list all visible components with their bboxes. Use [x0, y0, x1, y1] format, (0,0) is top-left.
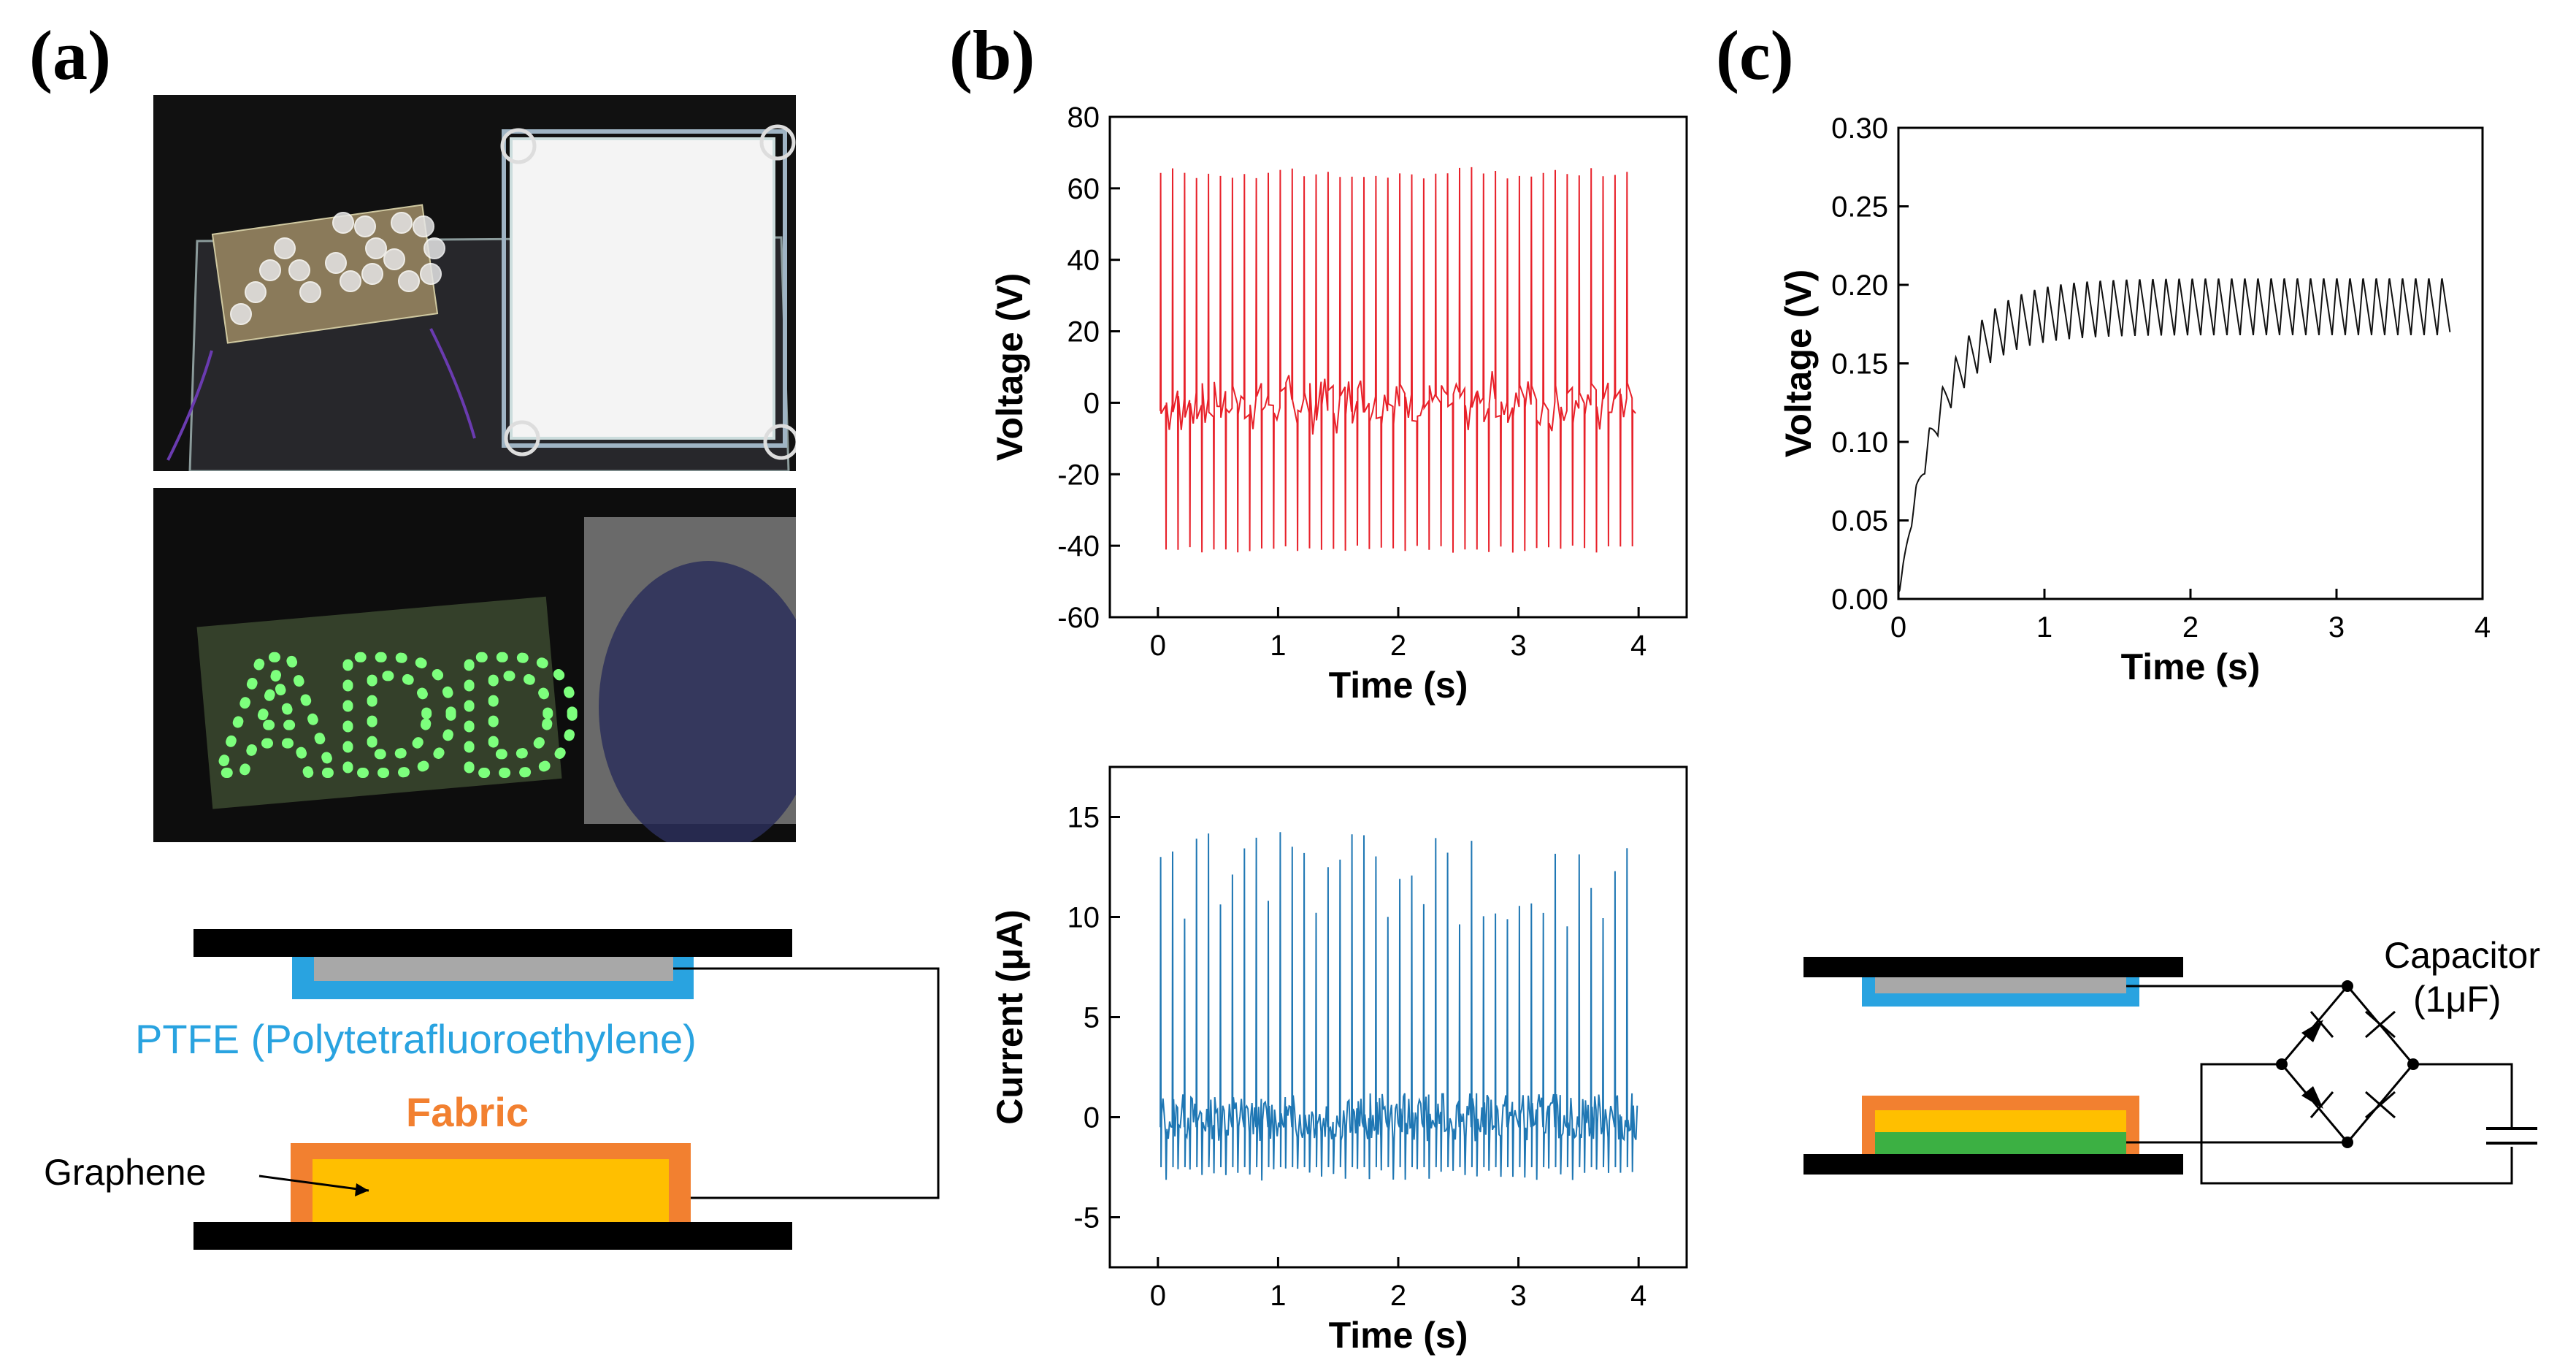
y-tick-label: 15	[1067, 802, 1100, 834]
x-tick-label: 3	[2328, 611, 2345, 644]
y-tick-label: -20	[1057, 459, 1100, 491]
x-tick-label: 0	[1150, 630, 1166, 662]
graphene-layer	[313, 1159, 669, 1222]
y-tick-label: -5	[1073, 1202, 1100, 1234]
y-tick-label: -60	[1057, 602, 1100, 634]
y-tick-label: 10	[1067, 902, 1100, 934]
x-axis-label: Time (s)	[1329, 665, 1468, 706]
x-tick-label: 0	[1150, 1280, 1166, 1312]
top-electrode	[314, 957, 673, 981]
y-tick-label: 0.25	[1831, 191, 1888, 224]
x-tick-label: 3	[1510, 1280, 1526, 1312]
y-tick-label: 0.20	[1831, 270, 1888, 302]
y-tick-label: 0.00	[1831, 584, 1888, 616]
panel-label-c: (c)	[1716, 16, 1794, 94]
y-axis-label: Current (μA)	[989, 909, 1030, 1124]
y-tick-label: 80	[1067, 102, 1100, 134]
capacitor-value: (1μF)	[2413, 979, 2501, 1020]
y-tick-label: 5	[1084, 1002, 1100, 1034]
chart-c-voltage: 0 1 2 3 4 0.00 0.05 0.10 0.15 0.20 0.25 0.30 Time (s…	[1778, 112, 2491, 687]
schematic-c: Capacitor (1μF)	[1803, 935, 2540, 1185]
y-tick-label: 60	[1067, 173, 1100, 205]
chart-b-voltage: 0 1 2 3 4 -60 -40 -20 0 20 40 60 80 Time (s) Voltage (…	[989, 102, 1688, 706]
x-tick-label: 1	[2036, 611, 2052, 644]
x-tick-label: 4	[1630, 630, 1647, 662]
y-tick-label: 0	[1084, 387, 1100, 419]
y-axis-label: Voltage (V)	[989, 273, 1030, 461]
x-tick-label: 0	[1890, 611, 1906, 644]
schematic-a: PTFE (Polytetrafluoroethylene) Fabric Gr…	[44, 929, 940, 1250]
y-tick-label: 0.10	[1831, 427, 1888, 459]
y-axis-label: Voltage (V)	[1778, 270, 1819, 457]
x-axis-label: Time (s)	[1329, 1315, 1468, 1356]
y-tick-label: 40	[1067, 245, 1100, 277]
y-tick-label: -40	[1057, 530, 1100, 562]
voltage-series-line	[1159, 167, 1636, 553]
fabric-label: Fabric	[406, 1089, 529, 1135]
x-tick-label: 2	[1390, 1280, 1406, 1312]
x-tick-label: 3	[1510, 630, 1526, 662]
chart-b-current: 0 1 2 3 4 -5 0 5 10 15 Time (s) Current (μA)	[989, 765, 1688, 1356]
capacitor-label: Capacitor	[2384, 935, 2540, 976]
x-tick-label: 2	[1390, 630, 1406, 662]
x-tick-label: 4	[2475, 611, 2491, 644]
photo-led-lit: ADD	[153, 488, 796, 842]
plot-frame	[1897, 126, 2484, 600]
y-tick-label: 20	[1067, 316, 1100, 348]
x-axis-label: Time (s)	[2121, 646, 2261, 687]
capacitor-voltage-line	[1898, 278, 2451, 592]
ptfe-label: PTFE (Polytetrafluoroethylene)	[135, 1016, 697, 1062]
y-tick-label: 0	[1084, 1102, 1100, 1134]
graphene-label: Graphene	[44, 1152, 206, 1193]
panel-label-a: (a)	[29, 16, 111, 94]
x-tick-label: 1	[1270, 630, 1286, 662]
led-text-add: ADD	[215, 621, 579, 809]
y-tick-label: 0.05	[1831, 505, 1888, 538]
current-series-line	[1159, 832, 1638, 1181]
x-tick-label: 1	[1270, 1280, 1286, 1312]
y-tick-label: 0.15	[1831, 348, 1888, 381]
x-tick-label: 2	[2182, 611, 2199, 644]
panel-label-b: (b)	[949, 16, 1035, 94]
y-tick-label: 0.30	[1831, 112, 1888, 145]
photo-device-setup	[153, 95, 796, 471]
x-tick-label: 4	[1630, 1280, 1647, 1312]
